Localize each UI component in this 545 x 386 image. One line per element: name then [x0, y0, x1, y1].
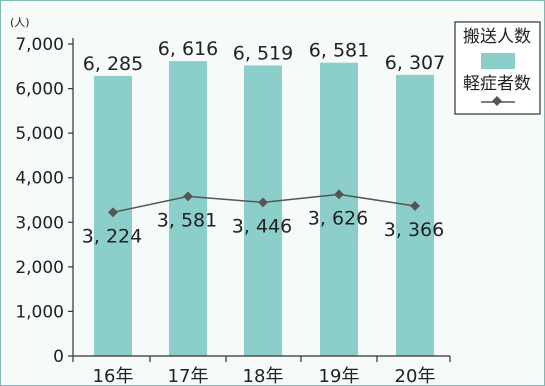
line-value-label: 3, 626 [308, 207, 368, 229]
legend-bar-label: 搬送人数 [463, 27, 531, 47]
line-value-label: 3, 581 [157, 209, 217, 231]
y-tick-label: 0 [53, 347, 64, 367]
bar [169, 61, 207, 357]
line-value-label: 3, 366 [384, 219, 444, 241]
line-value-label: 3, 224 [82, 225, 142, 247]
line-point [183, 191, 193, 202]
y-tick-label: 2,000 [15, 258, 64, 278]
line-series: 3, 224 3, 581 3, 446 3, 626 3, 366 [82, 189, 444, 247]
legend-bar-swatch [481, 53, 515, 69]
bar-value-label: 6, 581 [309, 40, 369, 62]
bar-value-label: 6, 616 [158, 38, 218, 60]
line-point [108, 207, 118, 218]
y-tick-label: 3,000 [15, 213, 64, 233]
bar-value-label: 6, 307 [385, 52, 445, 74]
legend: 搬送人数 軽症者数 [454, 21, 541, 115]
bar-series: 6, 285 6, 616 6, 519 6, 581 6, 307 [83, 38, 445, 357]
y-tick-label: 6,000 [15, 80, 64, 100]
bar [244, 65, 282, 357]
bar-value-label: 6, 285 [83, 53, 143, 75]
x-category-label: 19年 [319, 366, 360, 386]
line-point [334, 189, 344, 200]
y-tick-label: 1,000 [15, 302, 64, 322]
y-axis: 0 1,000 2,000 3,000 4,000 5,000 6,000 7,000 [15, 35, 74, 367]
y-unit-label: (人) [10, 16, 30, 29]
x-category-label: 17年 [168, 366, 209, 386]
line-point [410, 201, 420, 211]
line-point [258, 197, 268, 208]
y-tick-label: 5,000 [15, 124, 64, 144]
x-category-label: 16年 [93, 366, 134, 386]
y-tick-label: 7,000 [15, 35, 64, 55]
y-tick-label: 4,000 [15, 169, 64, 189]
bar [320, 62, 358, 357]
legend-line-label: 軽症者数 [463, 74, 531, 94]
bar [396, 74, 434, 356]
x-category-label: 20年 [395, 366, 436, 386]
x-category-label: 18年 [243, 366, 284, 386]
bar-value-label: 6, 519 [233, 42, 293, 64]
x-axis: 16年 17年 18年 19年 20年 [72, 355, 451, 386]
line-value-label: 3, 446 [232, 215, 292, 237]
